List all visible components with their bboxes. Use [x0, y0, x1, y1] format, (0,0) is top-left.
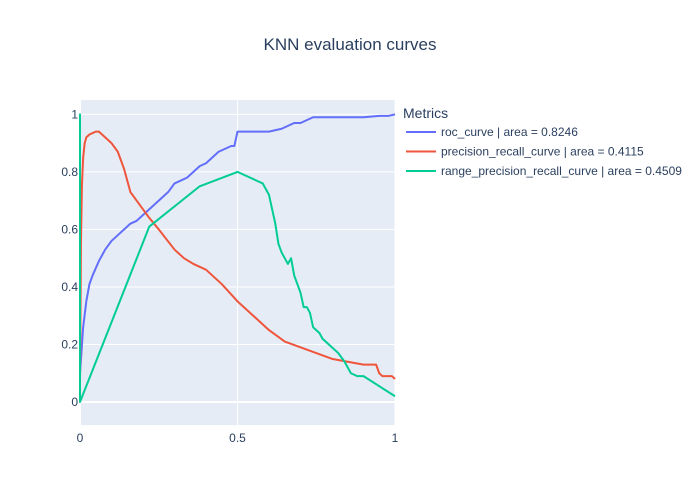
y-tick-label: 0.8	[61, 165, 78, 179]
x-tick-label: 0.5	[229, 431, 246, 445]
legend-item-3[interactable]: range_precision_recall_curve | area = 0.…	[406, 164, 682, 178]
legend[interactable]: Metrics roc_curve | area = 0.8246 precisi…	[403, 105, 682, 178]
series-line-3	[79, 113, 396, 403]
legend-label: precision_recall_curve | area = 0.4115	[441, 145, 644, 159]
y-tick-label: 0.4	[61, 280, 78, 294]
x-tick-label: 1	[392, 431, 399, 445]
series-lines	[79, 113, 396, 403]
x-axis-ticks: 0 0.5 1	[77, 431, 399, 445]
y-tick-label: 0	[71, 395, 78, 409]
y-tick-label: 0.2	[61, 337, 78, 351]
x-tick-label: 0	[77, 431, 84, 445]
series-line-1	[79, 113, 396, 374]
legend-label: range_precision_recall_curve | area = 0.…	[441, 164, 682, 178]
legend-label: roc_curve | area = 0.8246	[441, 125, 578, 139]
legend-title: Metrics	[403, 105, 448, 121]
y-axis-ticks: 0 0.2 0.4 0.6 0.8 1	[61, 107, 78, 409]
legend-item-2[interactable]: precision_recall_curve | area = 0.4115	[406, 145, 644, 159]
legend-item-1[interactable]: roc_curve | area = 0.8246	[406, 125, 578, 139]
y-tick-label: 0.6	[61, 222, 78, 236]
y-tick-label: 1	[71, 107, 78, 121]
chart-title: KNN evaluation curves	[264, 35, 437, 54]
